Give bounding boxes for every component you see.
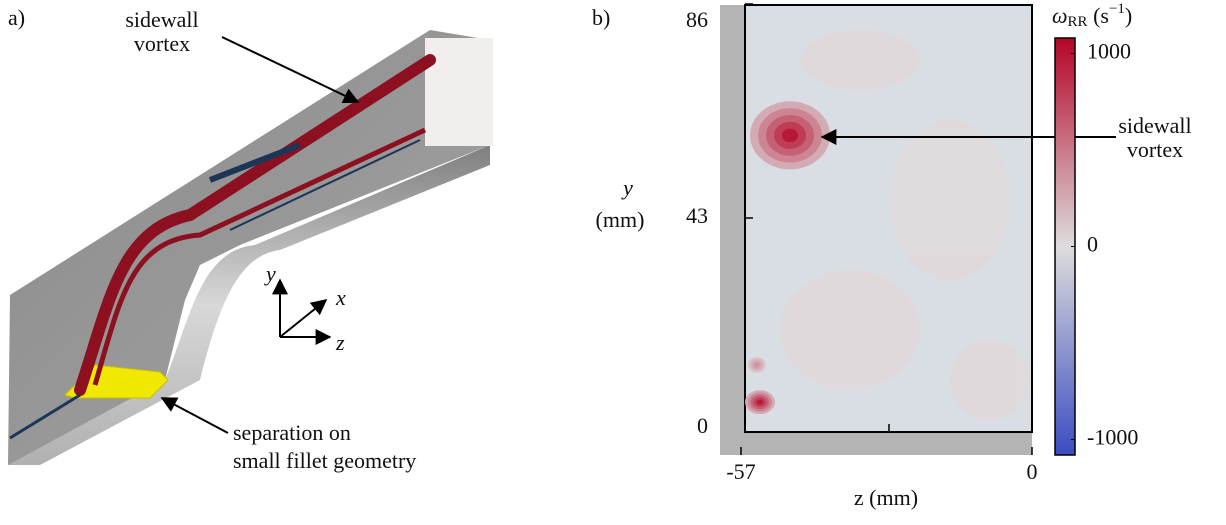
hotspot	[745, 390, 775, 414]
y-axis-label: (mm)	[596, 207, 645, 232]
y-tick-label: 0	[697, 413, 708, 438]
x-tick-label: -57	[726, 459, 755, 484]
panel-label: a)	[8, 5, 25, 30]
hotspot	[748, 357, 766, 373]
colorbar-label: ωRR (s−1)	[1052, 1, 1132, 30]
colorbar-tick-label: 0	[1087, 232, 1098, 257]
colorbar-tick-label: -1000	[1087, 425, 1138, 450]
annotation: sidewall	[125, 7, 198, 32]
hotspot	[750, 101, 830, 169]
annotation: vortex	[134, 31, 190, 56]
x-axis-label: z (mm)	[854, 485, 918, 510]
panel-label: b)	[592, 5, 610, 30]
contour	[755, 363, 759, 366]
x-tick-label: 0	[1027, 459, 1038, 484]
axis-label: z	[335, 330, 345, 355]
y-tick-label: 43	[686, 203, 708, 228]
y-axis-label: y	[621, 175, 633, 200]
axis-label: x	[335, 285, 346, 310]
y-tick-label: 86	[686, 7, 708, 32]
annotation: vortex	[1127, 137, 1183, 162]
contour	[757, 400, 763, 405]
contour	[782, 129, 798, 143]
rendering	[8, 30, 493, 465]
colorbar-tick-label: 1000	[1087, 38, 1131, 63]
annotation: small fillet geometry	[233, 448, 416, 473]
annotation: sidewall	[1118, 113, 1191, 138]
figure: a) sidewall vortex separation on small f…	[0, 0, 1226, 520]
annotation: separation on	[233, 420, 351, 445]
axis-label: y	[264, 261, 276, 286]
